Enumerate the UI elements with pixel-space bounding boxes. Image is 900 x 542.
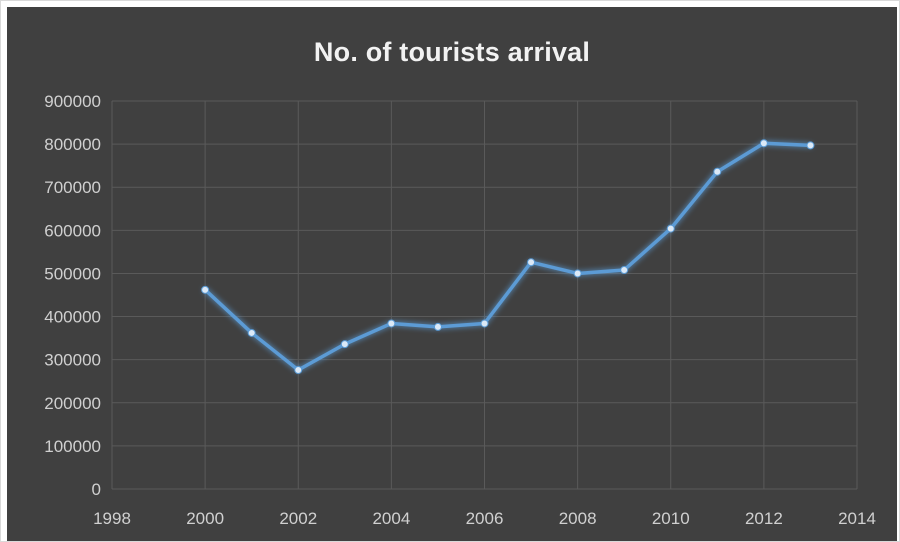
x-tick-label: 2010	[652, 509, 690, 528]
y-tick-label: 700000	[44, 178, 101, 197]
data-point	[806, 141, 815, 150]
y-tick-label: 500000	[44, 264, 101, 283]
series-line	[203, 141, 813, 372]
data-point	[294, 366, 303, 375]
x-tick-label: 2006	[466, 509, 504, 528]
data-point	[340, 340, 349, 349]
data-point	[573, 269, 582, 278]
data-point	[527, 258, 536, 267]
y-tick-label: 100000	[44, 437, 101, 456]
x-tick-label: 2002	[279, 509, 317, 528]
y-tick-label: 800000	[44, 135, 101, 154]
data-point	[387, 319, 396, 328]
y-tick-label: 300000	[44, 351, 101, 370]
data-point	[620, 265, 629, 274]
data-point	[247, 328, 256, 337]
x-tick-label: 2008	[559, 509, 597, 528]
y-tick-label: 200000	[44, 394, 101, 413]
x-tick-label: 2000	[186, 509, 224, 528]
x-tick-label: 2004	[372, 509, 410, 528]
line-chart: 0 100000 200000 300000 400000 500000 600000 700…	[44, 92, 876, 528]
y-tick-label: 0	[92, 480, 101, 499]
x-tick-label: 2014	[838, 509, 876, 528]
y-tick-label: 400000	[44, 308, 101, 327]
chart-title: No. of tourists arrival	[313, 37, 591, 67]
data-point	[713, 167, 722, 176]
y-tick-label: 900000	[44, 92, 101, 111]
x-tick-label: 2012	[745, 509, 783, 528]
data-point	[666, 224, 675, 233]
data-point	[480, 319, 489, 328]
chart-area: No. of tourists arrival 0 100000 200000 300…	[7, 7, 897, 541]
data-point	[759, 139, 768, 148]
y-tick-label: 600000	[44, 221, 101, 240]
data-point	[201, 285, 210, 294]
data-point	[433, 322, 442, 331]
x-tick-label: 1998	[93, 509, 131, 528]
